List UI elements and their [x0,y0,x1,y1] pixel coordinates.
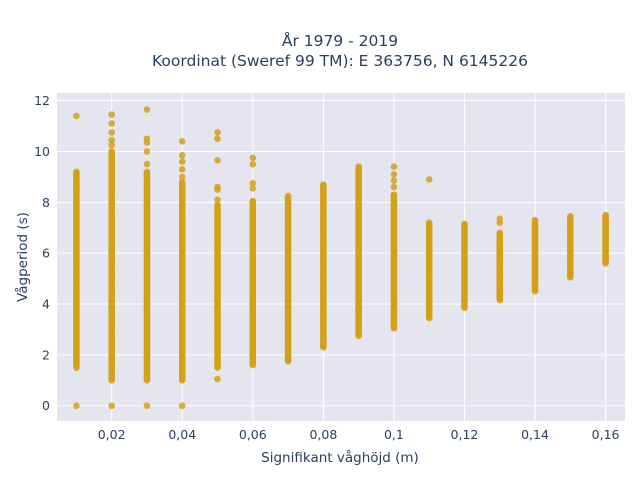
scatter-point [178,165,186,173]
scatter-point [390,177,398,185]
scatter-point [249,160,257,168]
scatter-point [108,111,115,118]
scatter-point [214,201,221,209]
point-column [320,181,327,351]
scatter-point [143,148,151,155]
plot-area [57,93,625,421]
scatter-point [390,171,398,178]
scatter-point [496,219,504,226]
x-tick-label: 0,16 [592,427,620,442]
scatter-point [143,160,151,168]
scatter-point [178,173,186,181]
x-tick-label: 0,02 [98,427,126,442]
scatter-point [390,183,398,191]
y-tick-label: 4 [42,297,50,312]
y-axis-title: Vågperiod (s) [14,212,31,302]
point-column [531,216,539,295]
scatter-point [602,211,609,219]
point-column [602,211,609,267]
scatter-point [143,402,151,410]
point-column [73,112,80,410]
chart-title-line1: År 1979 - 2019 [282,31,398,50]
y-tick-label: 10 [34,144,50,159]
scatter-point [73,112,80,120]
y-tick-label: 0 [42,398,50,413]
scatter-point [496,229,504,237]
scatter-point [214,157,221,164]
point-column [390,163,398,332]
scatter-point [178,138,186,145]
point-column [249,154,257,369]
point-column [355,163,362,340]
scatter-point [108,141,115,149]
scatter-point [249,185,257,192]
scatter-point [390,191,398,199]
scatter-point [73,173,80,181]
x-tick-label: 0,04 [168,427,196,442]
point-column [143,106,151,410]
scatter-point [284,192,292,200]
scatter-point [178,178,186,186]
scatter-point [108,148,115,155]
point-column [108,111,115,410]
x-tick-label: 0,06 [239,427,267,442]
x-tick-label: 0,12 [451,427,479,442]
scatter-point [249,179,257,187]
x-tick-label: 0,1 [384,427,404,442]
scatter-point [108,402,115,410]
scatter-point [178,158,186,165]
scatter-point [214,129,221,136]
y-tick-label: 12 [34,93,50,108]
point-column [496,215,504,304]
point-column [461,220,468,312]
scatter-point [108,120,115,127]
scatter-point [567,213,574,220]
scatter-point [143,139,151,146]
chart-title-line2: Koordinat (Sweref 99 TM): E 363756, N 61… [152,52,528,70]
scatter-point [73,168,80,176]
x-tick-label: 0,14 [521,427,549,442]
point-column [214,129,221,383]
x-axis-title: Signifikant våghöjd (m) [261,449,419,466]
scatter-points [73,106,609,410]
scatter-point [214,196,221,204]
scatter-point [178,151,186,159]
scatter-point [73,356,80,364]
scatter-point [425,219,433,226]
x-tick-label: 0,08 [309,427,337,442]
scatter-point [249,154,257,162]
scatter-point [108,136,115,144]
scatter-point [320,181,327,188]
scatter-point [355,163,362,171]
scatter-point [73,186,80,193]
scatter-point [178,402,186,410]
scatter-point [73,364,80,371]
scatter-point [425,176,433,183]
scatter-point [143,106,151,113]
y-tick-label: 8 [42,195,50,210]
scatter-point [214,375,221,383]
point-column [178,138,186,410]
scatter-point [73,351,80,359]
scatter-point [390,163,398,171]
scatter-point [249,197,257,205]
scatter-point [214,135,221,143]
scatter-point [73,402,80,410]
scatter-point [461,220,468,228]
y-tick-label: 6 [42,246,50,261]
y-axis-ticks: 0 2 4 6 8 10 12 [34,93,50,413]
point-column [425,176,433,322]
point-column [284,192,292,365]
point-column [567,213,574,281]
scatter-point [143,168,151,176]
scatter-point [214,186,221,193]
scatter-point [531,216,539,224]
scatter-point [108,129,115,136]
x-axis-ticks: 0,02 0,04 0,06 0,08 0,1 0,12 0,14 0,16 [98,427,620,442]
y-tick-label: 2 [42,347,50,362]
